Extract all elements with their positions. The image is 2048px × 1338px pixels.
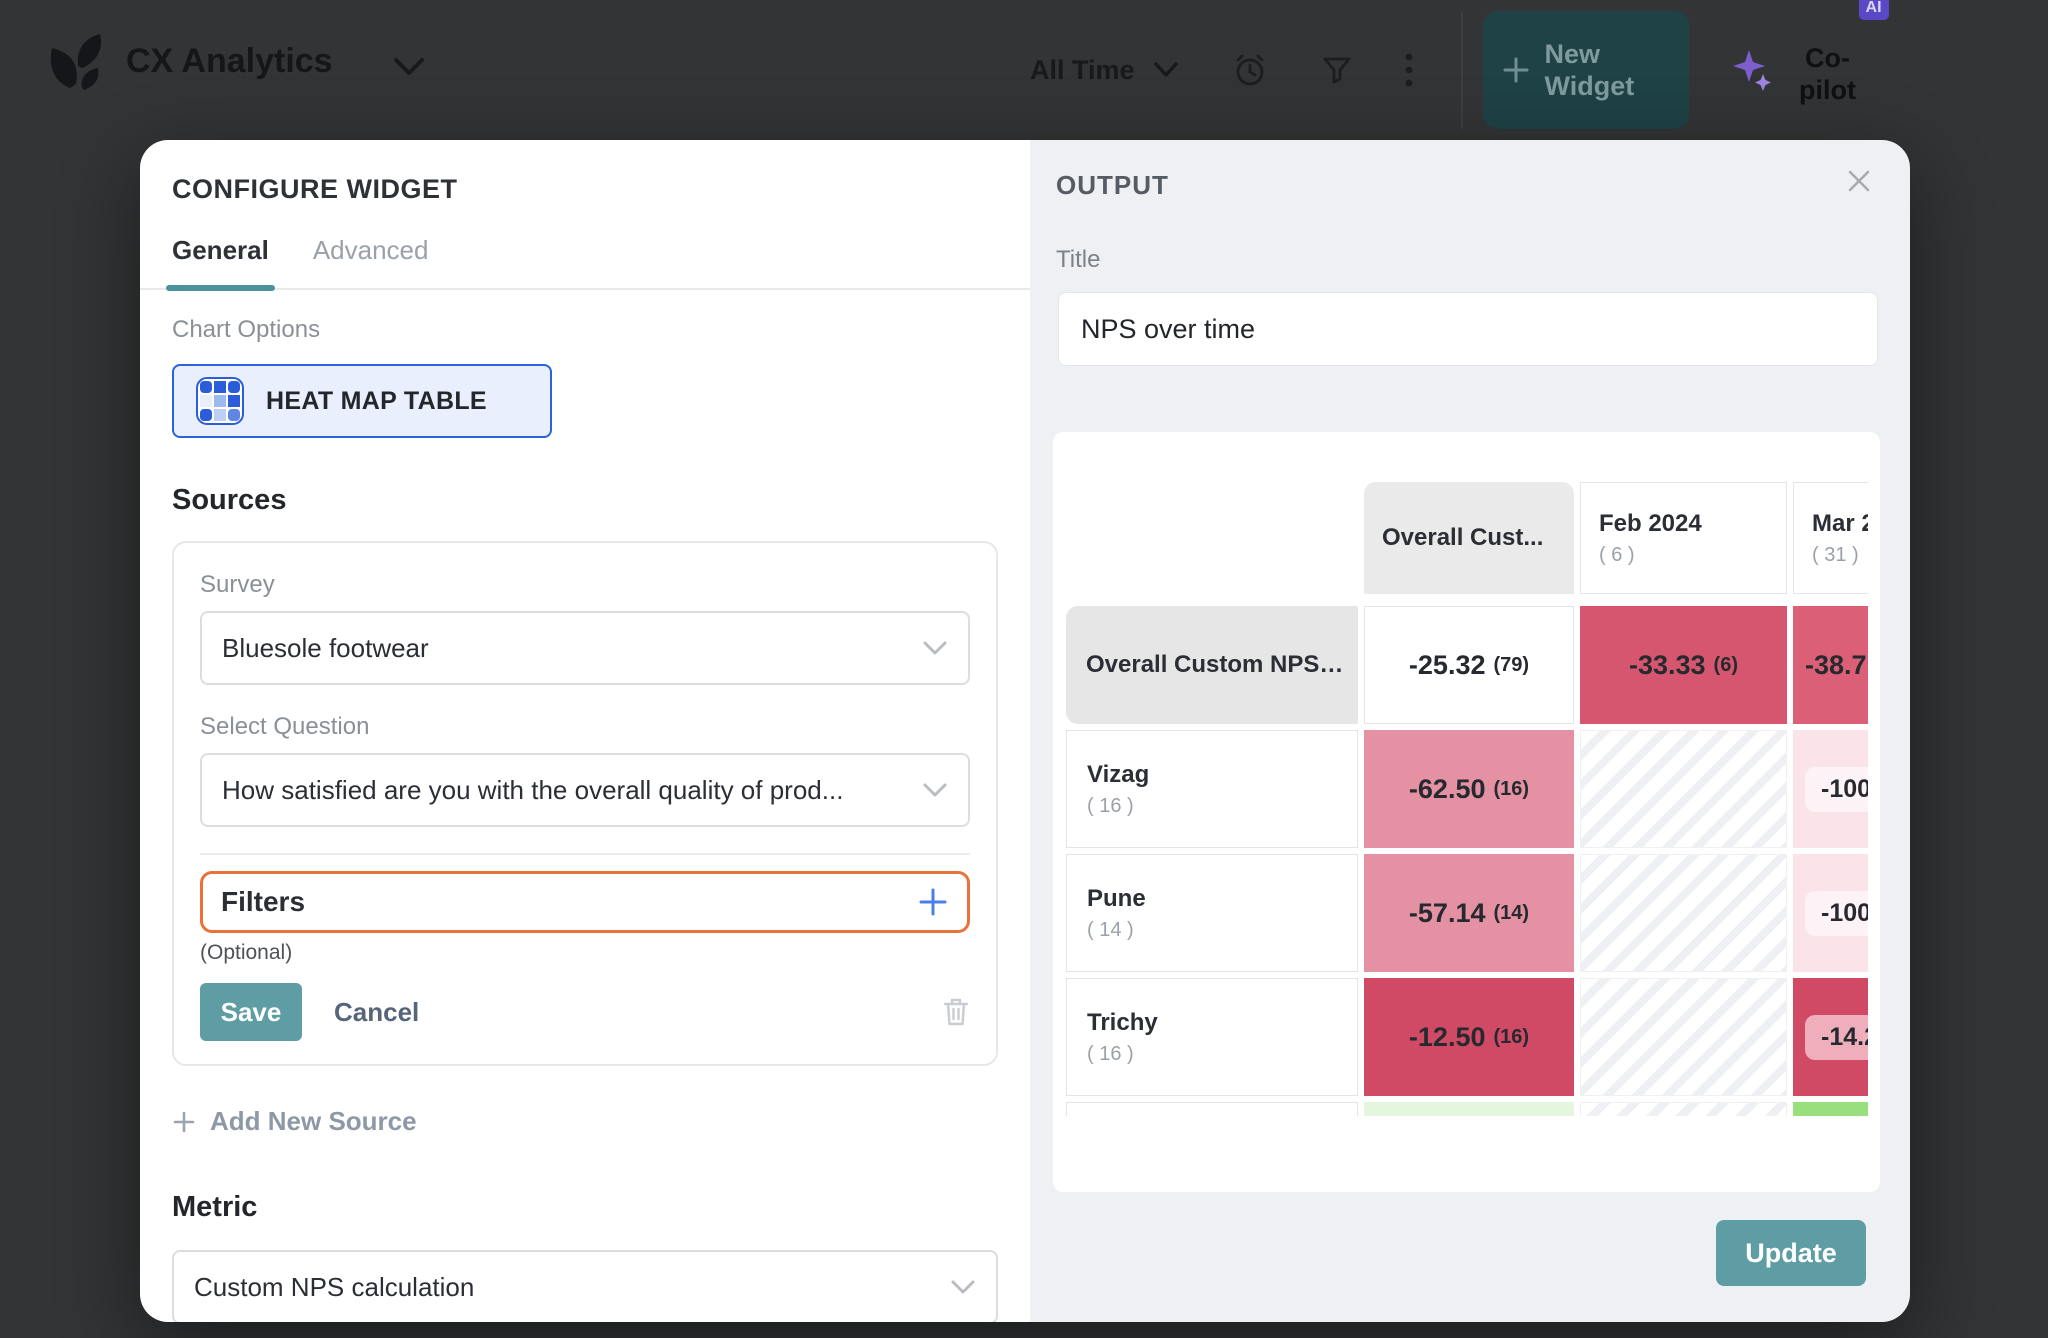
filters-label: Filters [221,886,306,917]
cancel-button[interactable]: Cancel [334,996,420,1027]
alarm-clock-icon[interactable] [1231,51,1269,89]
time-range-selector[interactable]: All Time [1030,54,1135,85]
ai-badge: AI [1858,0,1889,20]
heatmap-cell: 7.14(14) [1364,1102,1574,1116]
heatmap-table-card: Overall Cust... Feb 2024 ( 6 ) Mar 2024 … [1053,432,1880,1192]
title-value: NPS over time [1081,313,1256,344]
copilot-button[interactable]: Co-pilot AI [1731,0,1889,106]
optional-label: (Optional) [200,941,293,964]
heatmap-cell: -14.29 [1793,978,1868,1096]
select-question-label: Select Question [200,713,370,740]
metric-heading: Metric [172,1191,258,1223]
configure-widget-modal: CONFIGURE WIDGET General Advanced Chart … [140,140,1910,1322]
heatmap-cell: -38.71 [1793,606,1868,724]
header-divider [1460,11,1463,129]
source-card: Survey Bluesole footwear Select Question… [172,541,998,1066]
update-button[interactable]: Update [1716,1220,1866,1286]
chart-type-label: HEAT MAP TABLE [266,386,487,415]
heatmap-grid-icon [196,377,244,425]
row-header: Hyd( 14 ) [1066,1102,1358,1116]
table-corner-cell [1066,482,1358,594]
copilot-label: Co-pilot [1799,43,1857,105]
heatmap-cell: -57.14 (14) [1364,854,1574,972]
new-widget-label: New Widget [1544,39,1635,101]
output-title: OUTPUT [1056,170,1169,200]
row-header: Pune( 14 ) [1066,854,1358,972]
title-input[interactable]: NPS over time [1058,292,1878,366]
heatmap-empty-cell [1580,854,1787,972]
tab-advanced[interactable]: Advanced [312,235,429,265]
heat-map-table-button[interactable]: HEAT MAP TABLE [172,364,552,438]
column-header: Mar 2024 ( 31 ) [1793,482,1868,594]
app-title: CX Analytics [126,42,333,80]
heatmap-cell: -25.32 (79) [1364,606,1574,724]
heatmap-cell: -100.00 [1793,730,1868,848]
survey-value: Bluesole footwear [222,632,429,663]
filter-funnel-icon[interactable] [1321,54,1353,86]
chevron-down-icon [950,1279,976,1295]
heatmap-table: Overall Cust... Feb 2024 ( 6 ) Mar 2024 … [1066,482,1868,1116]
sources-heading: Sources [172,484,287,516]
filters-add-button[interactable]: Filters [200,871,970,933]
trash-icon[interactable] [942,996,970,1028]
tab-general[interactable]: General [166,235,275,291]
heatmap-empty-cell [1580,1102,1787,1116]
add-new-source-label: Add New Source [210,1106,417,1136]
plus-icon [172,1110,196,1134]
column-header: Overall Cust... [1364,482,1574,594]
sparkle-icon [1731,48,1775,92]
chevron-down-icon [922,640,948,656]
new-widget-button[interactable]: New Widget [1482,11,1689,129]
section-divider [200,853,970,855]
close-icon[interactable] [1844,166,1874,196]
heatmap-empty-cell [1580,730,1787,848]
heatmap-cell: -33.33 (6) [1580,606,1787,724]
question-select[interactable]: How satisfied are you with the overall q… [200,753,970,827]
configure-title: CONFIGURE WIDGET [172,174,458,204]
metric-value: Custom NPS calculation [194,1271,475,1302]
plus-icon [917,886,949,918]
question-value: How satisfied are you with the overall q… [222,774,844,805]
plus-icon [1501,55,1531,85]
metric-select[interactable]: Custom NPS calculation [172,1250,998,1322]
row-header: Vizag( 16 ) [1066,730,1358,848]
top-header: CX Analytics All Time [0,0,2048,140]
add-new-source-button[interactable]: Add New Source [172,1106,998,1137]
save-row: Save Cancel [200,983,970,1041]
heatmap-cell: -62.50 (16) [1364,730,1574,848]
kebab-menu-icon[interactable] [1405,52,1413,88]
leaf-logo [40,26,112,98]
survey-label: Survey [200,571,275,598]
heatmap-cell: -100.00 [1793,854,1868,972]
heatmap-cell: 50.00 [1793,1102,1868,1116]
chevron-down-icon [922,782,948,798]
row-header: Overall Custom NPS Calcu... [1066,606,1358,724]
row-header: Trichy( 16 ) [1066,978,1358,1096]
chevron-down-icon[interactable] [392,56,426,78]
output-panel: OUTPUT Title NPS over time Overall Cust.… [1030,140,1910,1322]
column-header: Feb 2024 ( 6 ) [1580,482,1787,594]
heatmap-empty-cell [1580,978,1787,1096]
title-field-label: Title [1056,246,1101,273]
chevron-down-icon[interactable] [1153,61,1179,79]
configure-tabs: General Advanced [140,235,1030,291]
configure-panel: CONFIGURE WIDGET General Advanced Chart … [140,140,1030,1322]
survey-select[interactable]: Bluesole footwear [200,611,970,685]
save-button[interactable]: Save [200,983,302,1041]
heatmap-cell: -12.50 (16) [1364,978,1574,1096]
chart-options-label: Chart Options [172,316,321,343]
